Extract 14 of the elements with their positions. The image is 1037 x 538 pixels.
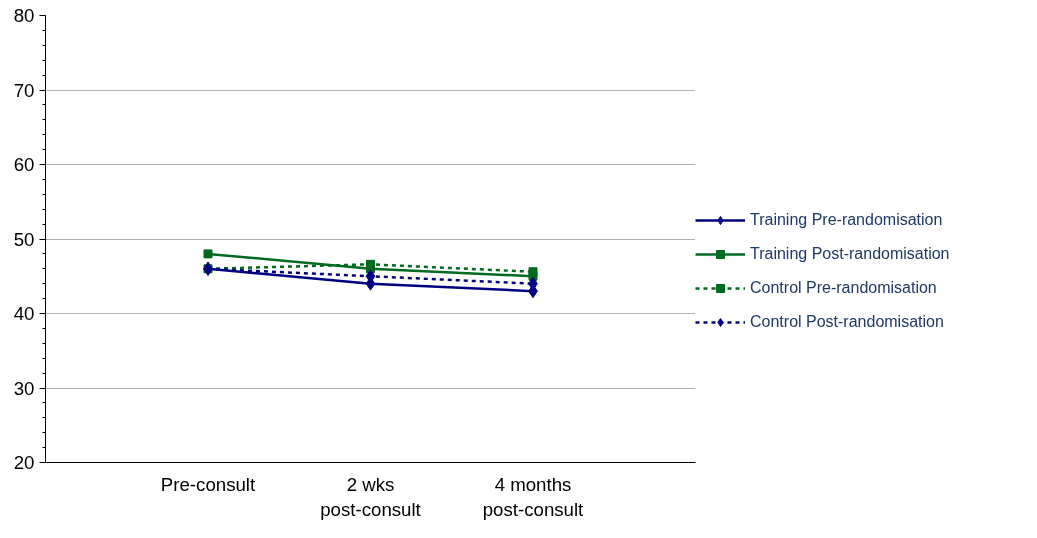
legend-label: Control Pre-randomisation xyxy=(750,279,937,297)
legend-label: Training Post-randomisation xyxy=(750,245,950,263)
y-tick-label: 70 xyxy=(13,79,35,101)
y-tick-label: 40 xyxy=(13,303,35,324)
x-tick-label: 2 wks post-consult xyxy=(320,473,422,520)
x-tick-label: Pre-consult xyxy=(160,473,256,495)
x-tick-label: 4 months post-consult xyxy=(482,473,585,520)
y-tick-label: 30 xyxy=(13,377,35,399)
y-tick-label: 20 xyxy=(13,452,35,473)
y-tick-label: 80 xyxy=(13,5,35,26)
y-tick-label: 60 xyxy=(13,154,35,175)
legend-label: Training Pre-randomisation xyxy=(750,211,943,229)
y-tick-label: 50 xyxy=(13,228,35,250)
legend-label: Control Post-randomisation xyxy=(750,313,944,331)
